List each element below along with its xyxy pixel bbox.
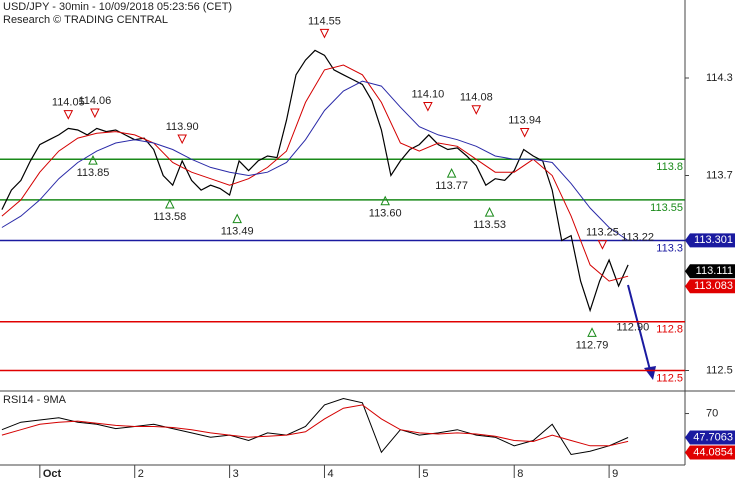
high-marker <box>471 105 482 115</box>
price-tag-label: 113.111 <box>696 265 733 277</box>
high-label: 113.94 <box>508 114 541 126</box>
low-marker <box>484 207 495 217</box>
price-tag-box <box>685 233 735 248</box>
x-tick-label: 8 <box>517 468 523 480</box>
forecast-arrow <box>627 284 656 380</box>
rsi-y-tick-label: 70 <box>706 407 718 419</box>
low-label: 113.53 <box>473 219 506 231</box>
level-label: 112.5 <box>656 372 683 384</box>
low-marker <box>380 195 391 206</box>
rsi-tag-box <box>685 445 735 460</box>
high-marker <box>90 108 100 119</box>
low-label: 113.49 <box>221 226 254 238</box>
high-label: 114.08 <box>460 92 493 104</box>
chart-title: USD/JPY - 30min - 10/09/2018 05:23:56 (C… <box>3 1 232 13</box>
low-marker <box>446 168 457 178</box>
x-tick-label: 2 <box>138 468 144 480</box>
low-marker <box>232 213 242 224</box>
low-marker <box>587 327 597 337</box>
high-label: 113.25 <box>586 227 619 239</box>
low-label: 112.90 <box>616 321 649 333</box>
high-marker <box>519 128 530 138</box>
y-tick-label: 114.3 <box>706 72 733 84</box>
low-marker <box>88 155 98 165</box>
forecast-arrowhead <box>644 366 656 380</box>
x-tick-label: 5 <box>422 468 428 480</box>
high-marker <box>319 28 330 39</box>
high-label: 113.22 <box>621 231 654 243</box>
y-tick-label: 112.5 <box>706 364 733 376</box>
price-line <box>1 49 629 313</box>
high-label: 113.90 <box>166 121 199 133</box>
x-tick-label: 3 <box>233 468 239 480</box>
level-label: 113.55 <box>650 202 683 214</box>
high-marker <box>63 110 74 120</box>
low-label: 113.58 <box>153 211 186 223</box>
level-label: 113.8 <box>656 161 683 173</box>
price-tag-box <box>685 264 735 279</box>
x-tick-label: Oct <box>43 468 62 480</box>
rsi-tag-box <box>685 430 735 445</box>
moving-average <box>1 80 629 241</box>
rsi-label: RSI14 - 9MA <box>3 394 67 406</box>
low-label: 113.77 <box>435 180 468 192</box>
x-tick-label: 9 <box>612 468 618 480</box>
low-marker <box>165 198 175 209</box>
low-label: 113.60 <box>369 208 402 220</box>
moving-average <box>1 64 629 282</box>
rsi-tag-label: 44.0854 <box>693 446 733 458</box>
high-marker <box>423 102 433 112</box>
y-tick-label: 113.7 <box>706 169 733 181</box>
rsi-line <box>1 404 629 447</box>
rsi-line <box>1 397 629 456</box>
price-tag-label: 113.301 <box>694 234 733 246</box>
x-tick-label: 4 <box>327 468 333 480</box>
low-label: 112.79 <box>576 339 609 351</box>
price-tag-label: 113.083 <box>694 280 733 292</box>
high-label: 114.10 <box>411 88 444 100</box>
forecast-line <box>627 284 651 371</box>
level-label: 112.8 <box>656 324 683 336</box>
rsi-tag-label: 47.7063 <box>693 431 733 443</box>
price-tag-box <box>685 279 735 294</box>
high-marker <box>177 134 187 145</box>
level-label: 113.3 <box>656 242 683 254</box>
chart-subtitle: Research © TRADING CENTRAL <box>3 14 168 26</box>
high-marker <box>597 240 608 250</box>
high-label: 114.55 <box>308 15 341 27</box>
high-label: 114.05 <box>52 97 85 109</box>
low-label: 113.85 <box>77 167 110 179</box>
high-label: 114.06 <box>78 95 111 107</box>
